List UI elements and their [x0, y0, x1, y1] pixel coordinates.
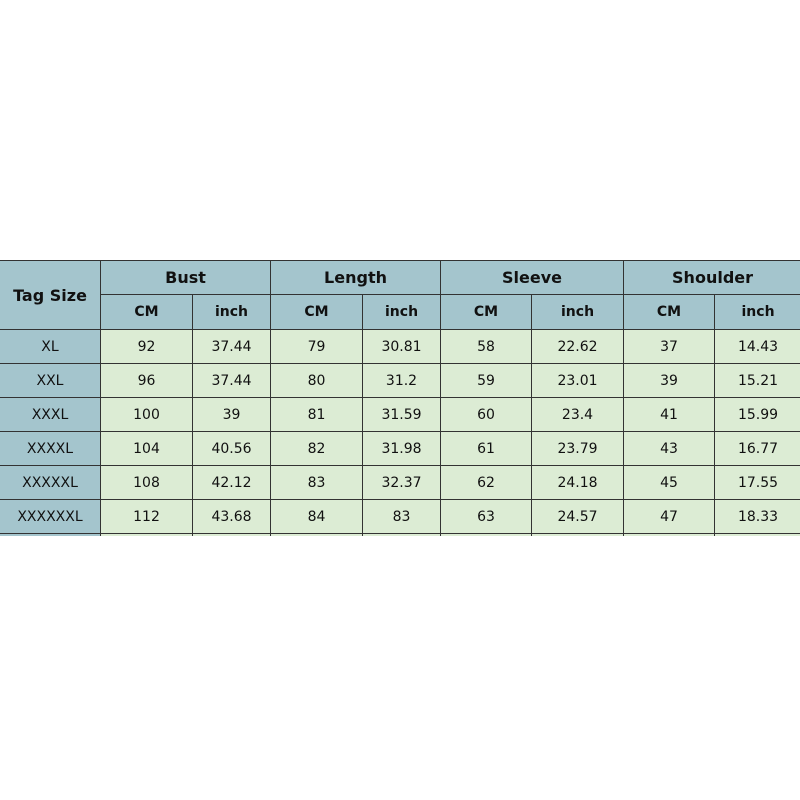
measurement-cell: 43: [623, 431, 716, 466]
measurement-cell: 100: [100, 397, 193, 432]
measurement-cell: 16.77: [714, 431, 800, 466]
measurement-cell: 80: [270, 363, 364, 398]
measurement-cell: 31.2: [362, 363, 442, 398]
length-header: Length: [270, 260, 442, 295]
measurement-cell: 37: [623, 329, 716, 364]
tag-size-cell: XL: [0, 329, 101, 364]
measurement-cell: 30.81: [362, 329, 442, 364]
measurement-cell: 24.57: [531, 499, 625, 534]
tag-size-cell: XXXXXXL: [0, 499, 101, 534]
table-row: XXXL 100 39 81 31.59 60 23.4 41 15.99: [0, 397, 800, 432]
measurement-cell: 83: [270, 465, 364, 500]
unit-header-cm: CM: [100, 294, 193, 330]
measurement-cell: 108: [100, 465, 193, 500]
table-row: XL 92 37.44 79 30.81 58 22.62 37 14.43: [0, 329, 800, 364]
measurement-cell: 37.44: [191, 363, 272, 398]
tag-size-cell: XXL: [0, 363, 101, 398]
tag-size-cell: XXXL: [0, 397, 101, 432]
measurement-cell: 17.55: [714, 465, 800, 500]
measurement-cell: 23.79: [531, 431, 625, 466]
unit-header-cm: CM: [270, 294, 364, 330]
table-row: XXL 96 37.44 80 31.2 59 23.01 39 15.21: [0, 363, 800, 398]
table-row: XXXXL 104 40.56 82 31.98 61 23.79 43 16.77: [0, 431, 800, 466]
edge-cell: [440, 533, 533, 536]
measurement-cell: 23.4: [531, 397, 625, 432]
measurement-cell: 41: [623, 397, 716, 432]
measurement-cell: 39: [191, 397, 272, 432]
shoulder-header: Shoulder: [623, 260, 800, 295]
measurement-cell: 92: [100, 329, 193, 364]
edge-cell: [623, 533, 716, 536]
unit-header-cm: CM: [623, 294, 716, 330]
edge-cell: [0, 533, 101, 536]
table-row: XXXXXL 108 42.12 83 32.37 62 24.18 45 17.55: [0, 465, 800, 500]
measurement-cell: 45: [623, 465, 716, 500]
measurement-cell: 59: [440, 363, 533, 398]
measurement-cell: 43.68: [191, 499, 272, 534]
measurement-cell: 18.33: [714, 499, 800, 534]
measurement-cell: 47: [623, 499, 716, 534]
measurement-cell: 32.37: [362, 465, 442, 500]
measurement-cell: 83: [362, 499, 442, 534]
measurement-cell: 81: [270, 397, 364, 432]
edge-cell: [270, 533, 364, 536]
unit-header-inch: inch: [191, 294, 272, 330]
measurement-cell: 22.62: [531, 329, 625, 364]
measurement-cell: 31.59: [362, 397, 442, 432]
measurement-cell: 15.99: [714, 397, 800, 432]
measurement-cell: 82: [270, 431, 364, 466]
measurement-cell: 42.12: [191, 465, 272, 500]
measurement-cell: 40.56: [191, 431, 272, 466]
measurement-cell: 15.21: [714, 363, 800, 398]
edge-cell: [100, 533, 193, 536]
measurement-cell: 37.44: [191, 329, 272, 364]
tag-size-cell: XXXXL: [0, 431, 101, 466]
unit-header-inch: inch: [531, 294, 625, 330]
measurement-cell: 84: [270, 499, 364, 534]
edge-cell: [191, 533, 272, 536]
tag-size-cell: XXXXXL: [0, 465, 101, 500]
unit-header-cm: CM: [440, 294, 533, 330]
measurement-cell: 63: [440, 499, 533, 534]
size-chart-table: Tag Size Bust Length Sleeve Shoulder CM …: [0, 260, 800, 536]
unit-header-inch: inch: [714, 294, 800, 330]
table-row: XXXXXXL 112 43.68 84 83 63 24.57 47 18.33: [0, 499, 800, 534]
measurement-cell: 60: [440, 397, 533, 432]
measurement-cell: 24.18: [531, 465, 625, 500]
sleeve-header: Sleeve: [440, 260, 625, 295]
unit-header-inch: inch: [362, 294, 442, 330]
edge-cell: [531, 533, 625, 536]
measurement-cell: 14.43: [714, 329, 800, 364]
measurement-cell: 104: [100, 431, 193, 466]
measurement-cell: 58: [440, 329, 533, 364]
edge-cell: [714, 533, 800, 536]
measurement-cell: 62: [440, 465, 533, 500]
measurement-cell: 39: [623, 363, 716, 398]
measurement-cell: 112: [100, 499, 193, 534]
table-bottom-edge: [0, 533, 800, 536]
measurement-cell: 79: [270, 329, 364, 364]
measurement-cell: 61: [440, 431, 533, 466]
measurement-cell: 23.01: [531, 363, 625, 398]
bust-header: Bust: [99, 260, 272, 295]
edge-cell: [362, 533, 442, 536]
measurement-cell: 96: [100, 363, 193, 398]
tag-size-header: Tag Size: [0, 260, 101, 330]
measurement-cell: 31.98: [362, 431, 442, 466]
